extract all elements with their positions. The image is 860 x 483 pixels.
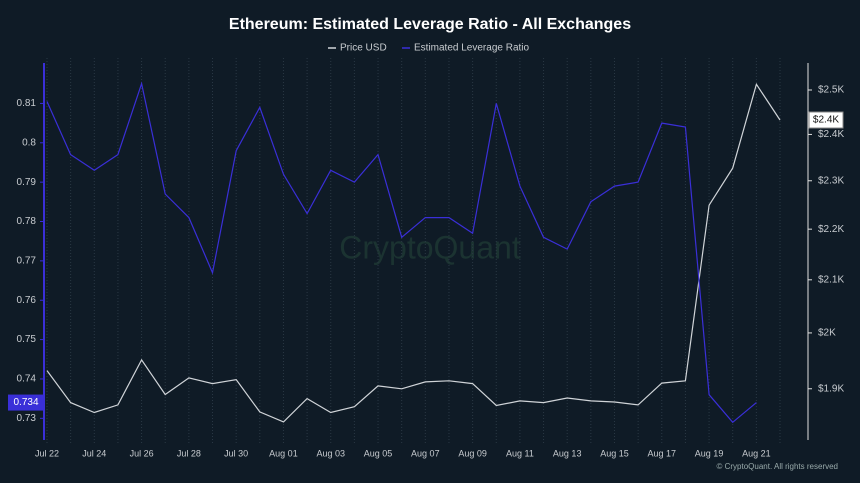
y-tick-label: 0.79 [17, 177, 37, 188]
x-tick-label: Aug 09 [458, 448, 487, 458]
x-tick-label: Aug 05 [364, 448, 393, 458]
x-tick-label: Jul 24 [82, 448, 106, 458]
y2-tick-label: $2.3K [818, 175, 844, 186]
y-tick-label: 0.8 [22, 137, 36, 148]
y-tick-label: 0.74 [17, 374, 37, 385]
x-tick-label: Aug 03 [316, 448, 345, 458]
watermark: CryptoQuant [339, 229, 521, 265]
x-tick-label: Aug 13 [553, 448, 582, 458]
legend-label: Estimated Leverage Ratio [414, 43, 530, 54]
x-tick-label: Jul 26 [130, 448, 154, 458]
x-tick-label: Aug 19 [695, 448, 724, 458]
last-value-box [808, 111, 844, 129]
line-series [46, 82, 781, 423]
y-tick-label: 0.78 [17, 216, 37, 227]
x-tick-label: Aug 17 [648, 448, 677, 458]
footer: © CryptoQuant. All rights reserved [717, 462, 839, 471]
line-series [46, 81, 757, 424]
x-tick-label: Aug 07 [411, 448, 440, 458]
y2-tick-label: $2K [818, 328, 836, 339]
y-tick-label: 0.75 [17, 334, 37, 345]
last-value-box [8, 394, 44, 411]
x-tick-label: Aug 01 [269, 448, 298, 458]
x-tick-label: Jul 30 [224, 448, 248, 458]
y-tick-label: 0.76 [17, 295, 37, 306]
last-value-label: $2.4K [813, 115, 839, 126]
x-tick-label: Aug 21 [742, 448, 771, 458]
y2-tick-label: $2.2K [818, 224, 844, 235]
x-tick-label: Jul 28 [177, 448, 201, 458]
y2-tick-label: $2.5K [818, 85, 844, 96]
x-tick-label: Aug 11 [506, 448, 534, 458]
x-tick-label: Jul 22 [35, 448, 59, 458]
legend-label: Price USD [340, 43, 387, 54]
y2-tick-label: $1.9K [818, 383, 844, 394]
y2-tick-label: $2.4K [818, 129, 844, 140]
x-tick-label: Aug 15 [600, 448, 629, 458]
y-tick-label: 0.77 [17, 256, 37, 267]
y-tick-label: 0.81 [17, 98, 37, 109]
y2-tick-label: $2.1K [818, 274, 844, 285]
chart-title: Ethereum: Estimated Leverage Ratio - All… [229, 16, 631, 33]
last-value-label: 0.734 [13, 397, 38, 408]
y-tick-label: 0.73 [17, 413, 37, 424]
